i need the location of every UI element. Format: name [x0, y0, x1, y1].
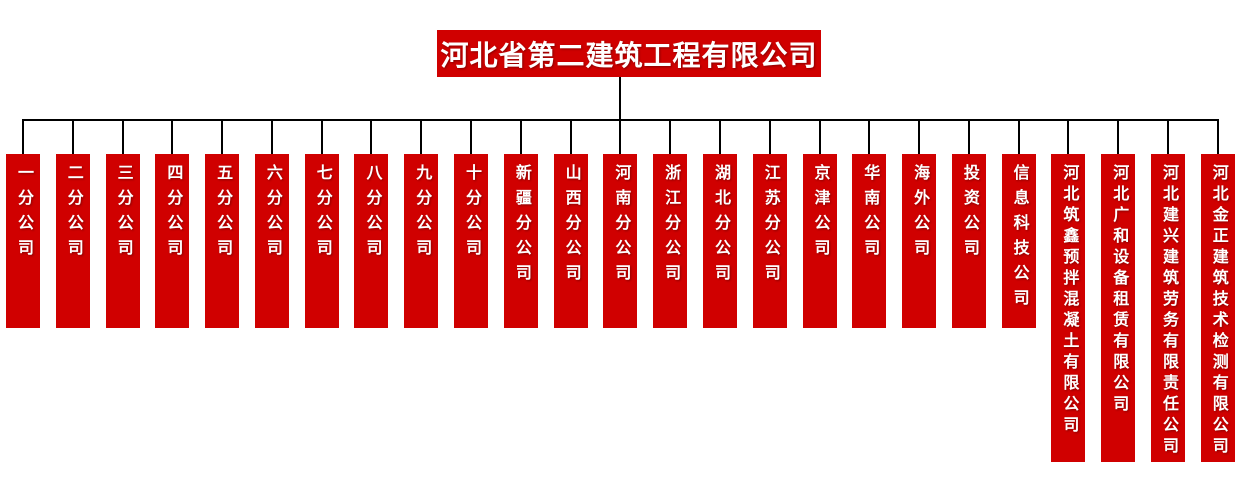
company-node-label: 华南公司 — [861, 164, 879, 264]
company-node-label: 五分公司 — [214, 164, 232, 264]
connector-stub-line — [569, 120, 572, 154]
company-node-label: 江苏分公司 — [761, 164, 779, 289]
org-chart-node: 五分公司 — [205, 120, 240, 328]
org-chart-node: 河南分公司 — [603, 120, 638, 328]
company-node-label: 山西分公司 — [562, 164, 580, 289]
company-node-label: 河北筑鑫预拌混凝土有限公司 — [1060, 164, 1078, 437]
connector-stub-line — [967, 120, 970, 154]
org-chart-node: 浙江分公司 — [653, 120, 688, 328]
company-node-label: 二分公司 — [64, 164, 82, 264]
company-node-label: 湖北分公司 — [711, 164, 729, 289]
connector-stub-line — [918, 120, 921, 154]
org-chart-node: 三分公司 — [105, 120, 140, 328]
connector-stub-line — [270, 120, 273, 154]
org-chart-node: 七分公司 — [304, 120, 339, 328]
org-chart-node: 河北金正建筑技术检测有限公司 — [1200, 120, 1235, 462]
connector-vertical-line — [619, 77, 621, 119]
org-chart-node: 河北广和设备租赁有限公司 — [1101, 120, 1136, 462]
company-node-label: 浙江分公司 — [662, 164, 680, 289]
org-chart-node: 新疆分公司 — [503, 120, 538, 328]
connector-stub-line — [818, 120, 821, 154]
org-chart-node: 京津公司 — [802, 120, 837, 328]
org-chart-node: 河北建兴建筑劳务有限责任公司 — [1150, 120, 1185, 462]
org-chart-node: 六分公司 — [254, 120, 289, 328]
connector-stub-line — [768, 120, 771, 154]
connector-stub-line — [718, 120, 721, 154]
connector-stub-line — [470, 120, 473, 154]
org-chart-node: 江苏分公司 — [752, 120, 787, 328]
company-node-label: 河北广和设备租赁有限公司 — [1110, 164, 1128, 416]
company-node-label: 一分公司 — [15, 164, 32, 264]
company-node-label: 信息科技公司 — [1010, 164, 1028, 314]
company-node-label: 海外公司 — [911, 164, 929, 264]
connector-stub-line — [1166, 120, 1169, 154]
company-node-label: 新疆分公司 — [512, 164, 530, 289]
org-chart-node: 四分公司 — [155, 120, 190, 328]
org-chart-node: 八分公司 — [354, 120, 389, 328]
connector-stub-line — [71, 120, 74, 154]
company-node-label: 七分公司 — [313, 164, 331, 264]
connector-stub-line — [171, 120, 174, 154]
root-node-label: 河北省第二建筑工程有限公司 — [440, 39, 818, 71]
company-node-label: 河南分公司 — [612, 164, 630, 289]
org-chart-root-node: 河北省第二建筑工程有限公司 — [437, 30, 821, 77]
org-chart-node: 华南公司 — [852, 120, 887, 328]
company-node-label: 九分公司 — [413, 164, 431, 264]
company-node-label: 八分公司 — [363, 164, 381, 264]
connector-stub-line — [619, 120, 622, 154]
org-chart-node: 河北筑鑫预拌混凝土有限公司 — [1051, 120, 1086, 462]
connector-stub-line — [1117, 120, 1120, 154]
connector-stub-line — [669, 120, 672, 154]
org-chart-node: 湖北分公司 — [702, 120, 737, 328]
org-chart-node: 九分公司 — [404, 120, 439, 328]
company-node-label: 三分公司 — [114, 164, 132, 264]
connector-stub-line — [121, 120, 124, 154]
company-node-label: 河北金正建筑技术检测有限公司 — [1209, 164, 1227, 458]
company-node-label: 河北建兴建筑劳务有限责任公司 — [1159, 164, 1177, 458]
org-chart-node: 信息科技公司 — [1001, 120, 1036, 328]
connector-stub-line — [1216, 120, 1219, 154]
connector-stub-line — [370, 120, 373, 154]
company-node-label: 四分公司 — [164, 164, 182, 264]
connector-stub-line — [1017, 120, 1020, 154]
connector-stub-line — [221, 120, 224, 154]
connector-stub-line — [519, 120, 522, 154]
org-chart-node: 海外公司 — [902, 120, 937, 328]
company-node-label: 十分公司 — [463, 164, 481, 264]
connector-stub-line — [1067, 120, 1070, 154]
company-node-label: 投资公司 — [960, 164, 978, 264]
org-chart-node: 十分公司 — [454, 120, 489, 328]
org-chart-node: 一分公司 — [6, 120, 40, 328]
connector-stub-line — [420, 120, 423, 154]
connector-stub-line — [22, 120, 24, 154]
connector-stub-line — [320, 120, 323, 154]
companies-row: 一分公司 二分公司 三分公司 四分公司 五分公司 六分公司 七分公司 八分公司 九分公司 十分公司… — [6, 120, 1235, 462]
org-chart-node: 投资公司 — [951, 120, 986, 328]
company-node-label: 京津公司 — [811, 164, 829, 264]
company-node-label: 六分公司 — [263, 164, 281, 264]
org-chart-node: 山西分公司 — [553, 120, 588, 328]
connector-stub-line — [868, 120, 871, 154]
org-chart-node: 二分公司 — [55, 120, 90, 328]
